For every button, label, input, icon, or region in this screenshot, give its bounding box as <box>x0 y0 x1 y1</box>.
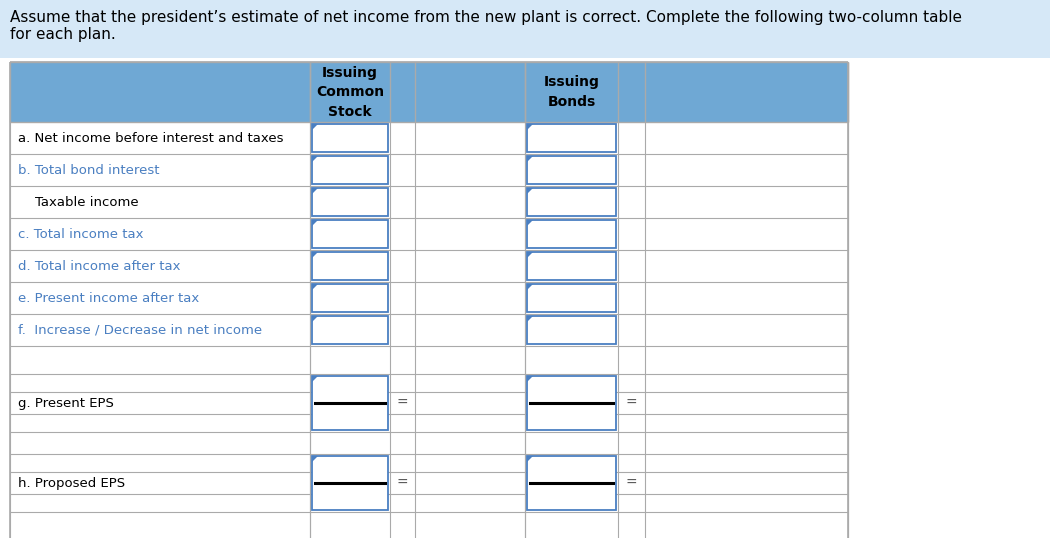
Text: =: = <box>626 396 637 410</box>
Text: e. Present income after tax: e. Present income after tax <box>18 292 199 305</box>
Bar <box>527 220 616 248</box>
Bar <box>527 284 616 312</box>
Polygon shape <box>312 456 318 462</box>
Text: d. Total income after tax: d. Total income after tax <box>18 259 181 273</box>
Text: h. Proposed EPS: h. Proposed EPS <box>18 477 125 490</box>
Bar <box>527 376 616 430</box>
Text: Taxable income: Taxable income <box>18 195 139 209</box>
Polygon shape <box>527 124 533 130</box>
Text: =: = <box>397 396 408 410</box>
Polygon shape <box>527 252 533 258</box>
Polygon shape <box>312 188 318 194</box>
Bar <box>527 124 616 152</box>
Bar <box>527 156 616 184</box>
Bar <box>0 0 1050 58</box>
Text: a. Net income before interest and taxes: a. Net income before interest and taxes <box>18 131 284 145</box>
Bar <box>312 156 388 184</box>
Text: f.  Increase / Decrease in net income: f. Increase / Decrease in net income <box>18 323 262 336</box>
Polygon shape <box>312 376 318 382</box>
Polygon shape <box>527 456 533 462</box>
Bar <box>527 316 616 344</box>
Text: c. Total income tax: c. Total income tax <box>18 228 144 240</box>
Text: b. Total bond interest: b. Total bond interest <box>18 164 160 176</box>
Text: g. Present EPS: g. Present EPS <box>18 397 113 409</box>
Polygon shape <box>312 220 318 226</box>
Polygon shape <box>527 220 533 226</box>
Bar <box>312 456 388 510</box>
Polygon shape <box>312 252 318 258</box>
Bar <box>312 188 388 216</box>
Bar <box>10 62 848 122</box>
Polygon shape <box>527 284 533 290</box>
Bar <box>527 456 616 510</box>
Bar <box>312 316 388 344</box>
Polygon shape <box>312 316 318 322</box>
Polygon shape <box>527 156 533 162</box>
Polygon shape <box>527 316 533 322</box>
Polygon shape <box>527 376 533 382</box>
Text: Assume that the president’s estimate of net income from the new plant is correct: Assume that the president’s estimate of … <box>10 10 962 43</box>
Text: =: = <box>626 476 637 490</box>
Polygon shape <box>312 156 318 162</box>
Polygon shape <box>312 124 318 130</box>
Bar <box>527 188 616 216</box>
Text: =: = <box>397 476 408 490</box>
Polygon shape <box>527 188 533 194</box>
Bar <box>312 124 388 152</box>
Bar <box>312 284 388 312</box>
Text: Issuing
Common
Stock: Issuing Common Stock <box>316 66 384 118</box>
Polygon shape <box>312 284 318 290</box>
Bar <box>312 376 388 430</box>
Bar <box>527 252 616 280</box>
Text: Issuing
Bonds: Issuing Bonds <box>544 75 600 109</box>
Bar <box>312 220 388 248</box>
Bar <box>312 252 388 280</box>
